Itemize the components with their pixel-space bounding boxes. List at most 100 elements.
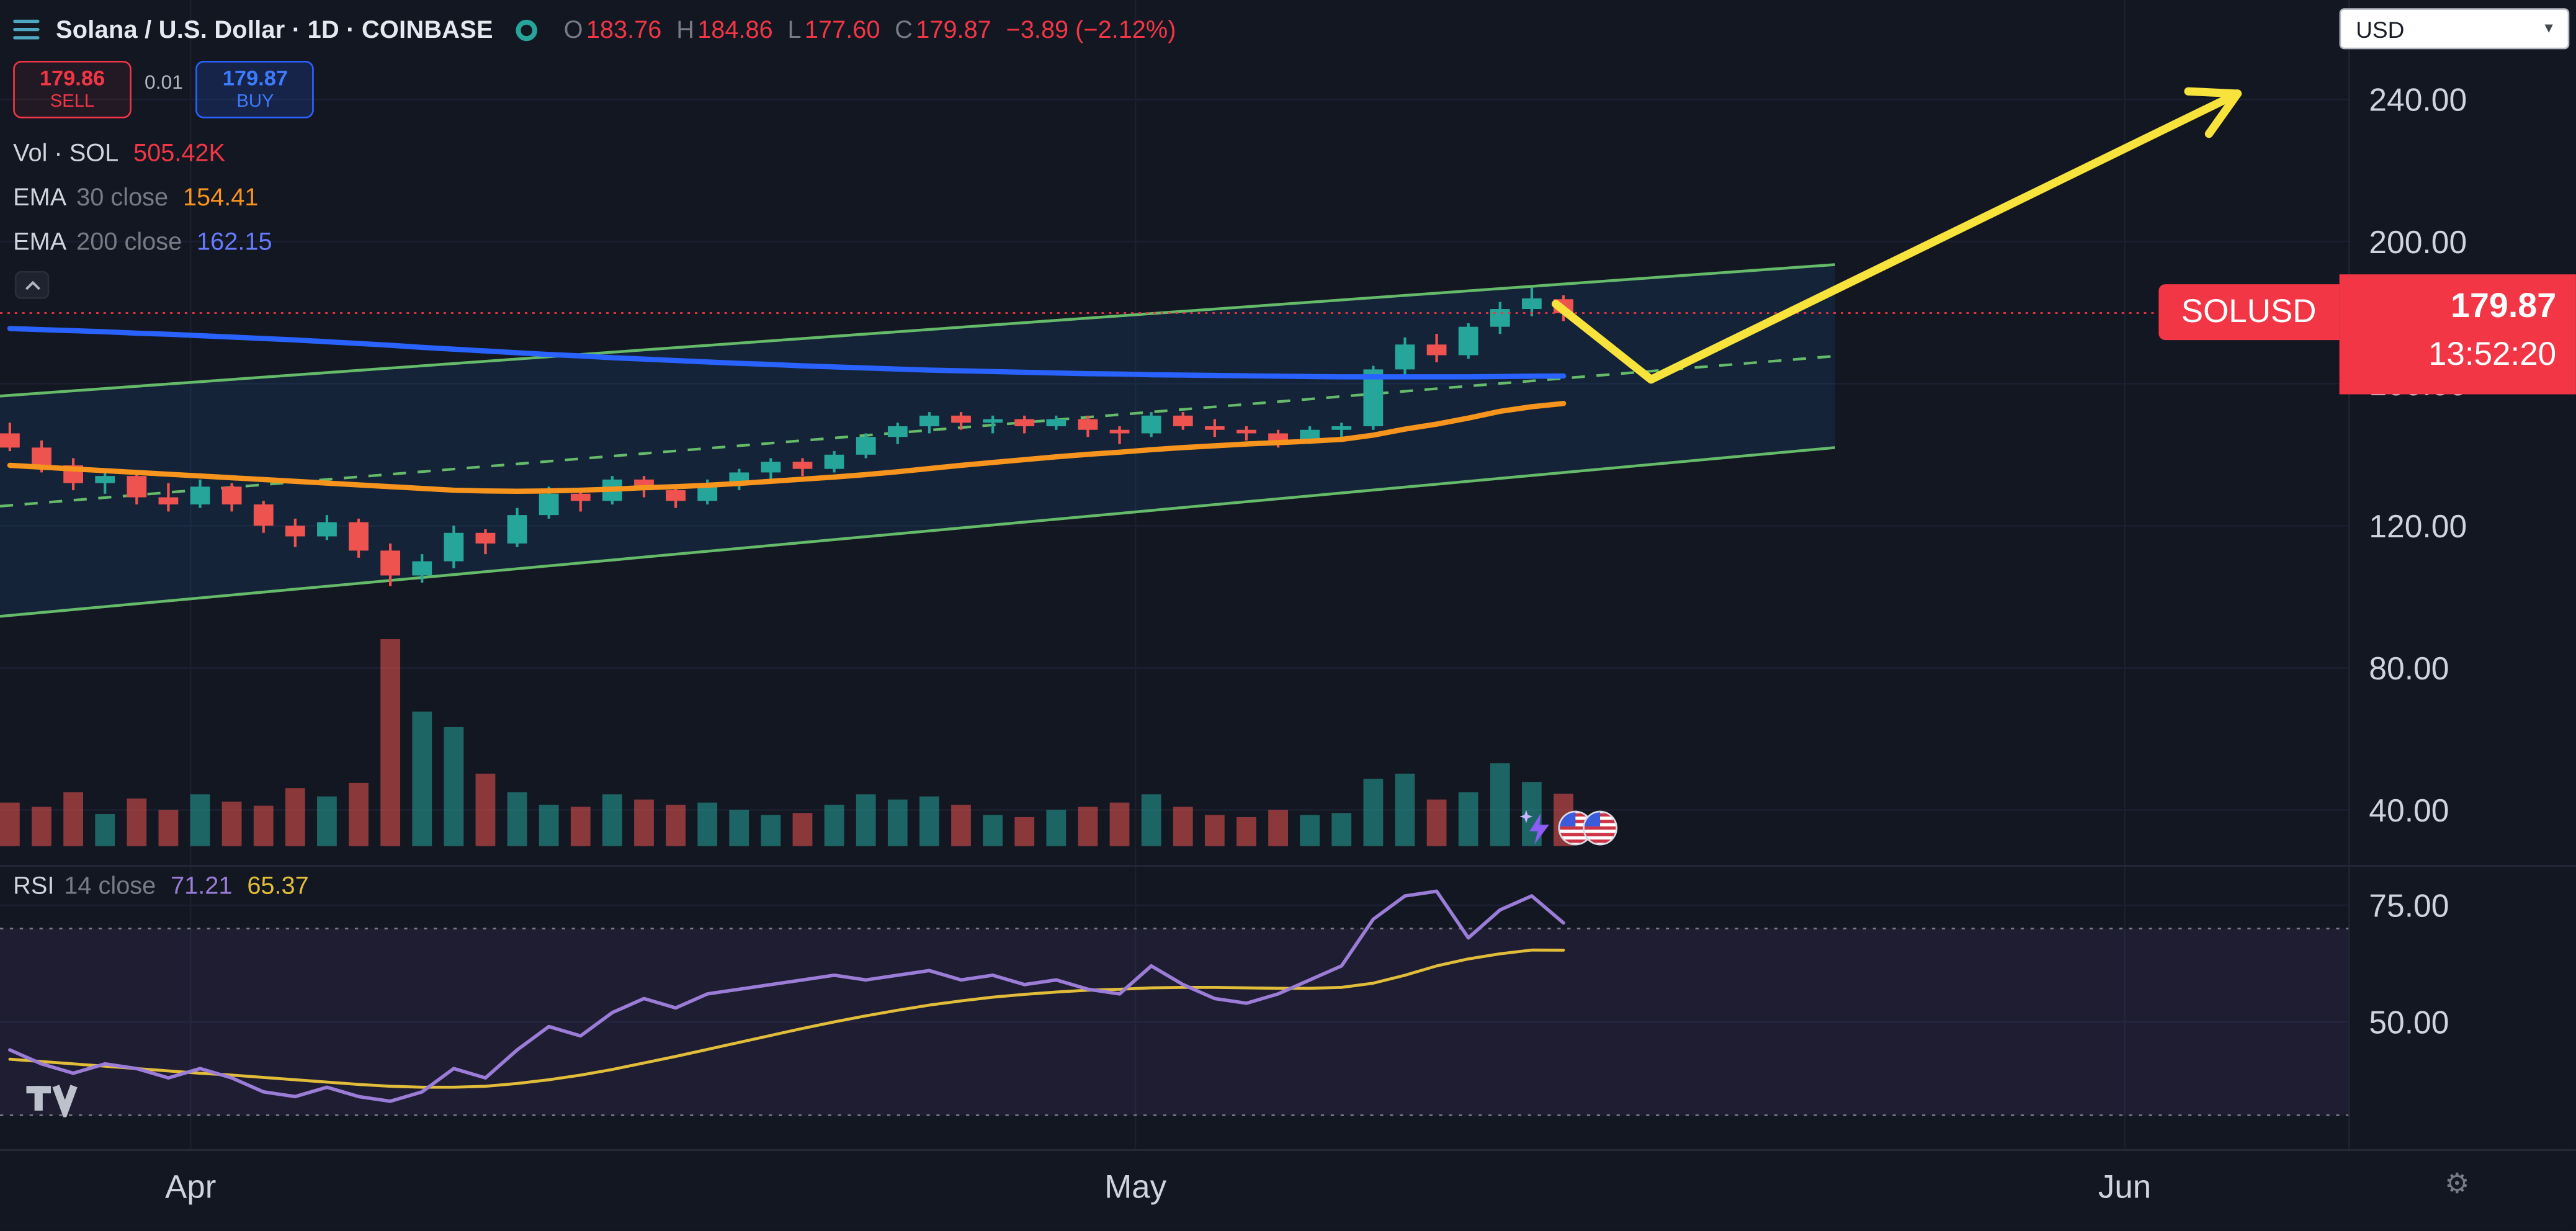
volume-bar	[1300, 815, 1320, 846]
us-flag-icon[interactable]	[1582, 810, 1618, 846]
volume-bar	[221, 801, 242, 846]
candle-body	[1268, 433, 1288, 441]
volume-bar	[285, 788, 305, 846]
candle-body	[1173, 415, 1193, 426]
channel-upper-line[interactable]	[0, 263, 1835, 398]
candle-body	[856, 437, 876, 455]
badge-price-value: 179.87	[2451, 287, 2557, 326]
us-flag-icon[interactable]	[1557, 810, 1593, 846]
time-tick-label[interactable]: Apr	[165, 1168, 216, 1205]
price-tick-label[interactable]: 120.00	[2369, 508, 2467, 544]
candle-body	[887, 426, 908, 437]
price-tick-label[interactable]: 80.00	[2369, 650, 2449, 686]
channel-fill	[0, 264, 1835, 617]
candle-body	[317, 522, 337, 537]
volume-bar	[507, 792, 527, 846]
candle-body	[1300, 429, 1320, 441]
candle-body	[1046, 419, 1067, 426]
volume-bar	[1490, 763, 1510, 846]
time-tick-label[interactable]: Jun	[2098, 1168, 2151, 1205]
candle-body	[1458, 326, 1478, 356]
volume-bar	[1268, 810, 1288, 846]
candle-body	[1490, 309, 1510, 327]
volume-bar	[792, 813, 813, 846]
volume-bar	[1331, 813, 1352, 846]
volume-bar	[190, 794, 210, 846]
candle-body	[32, 447, 51, 465]
candle-body	[412, 561, 432, 576]
price-tick-label[interactable]: 200.00	[2369, 224, 2467, 260]
candle-body	[475, 532, 496, 544]
trend-arrow-head	[2184, 87, 2242, 98]
candle-body	[1141, 415, 1161, 434]
candle-body	[95, 476, 115, 483]
volume-bar	[1109, 802, 1130, 846]
volume-bar	[95, 813, 115, 846]
tradingview-logo-icon[interactable]	[26, 1085, 82, 1126]
buy-price: 179.87	[222, 65, 288, 90]
candle-body	[983, 419, 1003, 423]
volume-bar	[824, 804, 844, 846]
ema30-line[interactable]	[7, 401, 1567, 495]
volume-legend[interactable]: Vol · SOL 505.42K	[13, 138, 225, 168]
candle-body	[570, 493, 591, 501]
rsi-tick-label[interactable]: 50.00	[2369, 1005, 2449, 1041]
volume-bar	[380, 639, 401, 846]
menu-icon[interactable]	[13, 19, 40, 40]
volume-bar	[1141, 794, 1161, 846]
time-tick-label[interactable]: May	[1104, 1168, 1167, 1205]
rsi-line[interactable]	[8, 889, 1565, 1103]
last-price-badge[interactable]: SOLUSD 179.87 13:52:20	[2158, 274, 2576, 395]
volume-bar	[253, 805, 274, 846]
buy-button[interactable]: 179.87 BUY	[196, 60, 315, 119]
rsi-value: 71.21	[171, 871, 233, 900]
candle-body	[919, 415, 939, 426]
candle-body	[666, 490, 686, 501]
volume-bar	[729, 810, 749, 846]
volume-bar	[951, 804, 971, 846]
high-value: 184.86	[697, 16, 773, 44]
sparkle-bolt-icon[interactable]	[1518, 808, 1558, 848]
ema30-legend-value: 154.41	[182, 183, 259, 212]
currency-select[interactable]: USD ▾	[2339, 8, 2570, 50]
ema200-legend[interactable]: EMA 200 close 162.15	[13, 226, 272, 256]
volume-bar	[0, 802, 20, 846]
volume-bar	[1458, 792, 1478, 846]
badge-countdown: 13:52:20	[2428, 336, 2557, 374]
candle-body	[1395, 344, 1415, 370]
volume-legend-title: Vol · SOL	[13, 138, 119, 167]
price-tick-label[interactable]: 40.00	[2369, 792, 2449, 828]
rsi-tick-label[interactable]: 75.00	[2369, 888, 2449, 924]
candle-body	[1237, 429, 1256, 434]
event-markers	[1518, 808, 1619, 848]
close-value: 179.87	[916, 16, 991, 44]
candle-body	[127, 476, 147, 498]
sell-button[interactable]: 179.86 SELL	[13, 60, 132, 119]
volume-legend-value: 505.42K	[133, 138, 226, 167]
buy-label: BUY	[236, 91, 274, 112]
gear-icon[interactable]: ⚙	[2444, 1168, 2470, 1199]
candle-body	[1204, 426, 1225, 430]
low-value: 177.60	[804, 16, 880, 44]
trend-arrow[interactable]	[1551, 89, 2242, 384]
volume-bar	[539, 804, 559, 846]
channel-lower-line[interactable]	[0, 446, 1835, 618]
ema200-line[interactable]	[7, 326, 1567, 380]
price-tick-label[interactable]: 240.00	[2369, 82, 2467, 118]
candle-body	[285, 526, 305, 537]
symbol-title[interactable]: Solana / U.S. Dollar · 1D · COINBASE	[56, 16, 493, 44]
badge-price-box: 179.87 13:52:20	[2339, 274, 2576, 395]
chevron-up-icon	[24, 280, 40, 290]
change-value: −3.89 (−2.12%)	[1006, 16, 1176, 44]
candle-body	[1426, 344, 1447, 356]
rsi-legend[interactable]: RSI 14 close 71.21 65.37	[13, 871, 309, 900]
rsi-ma-line[interactable]	[8, 948, 1565, 1089]
volume-bar	[1426, 799, 1447, 846]
volume-bar	[317, 796, 337, 846]
ema30-legend[interactable]: EMA 30 close 154.41	[13, 182, 258, 212]
collapse-legend-button[interactable]	[14, 271, 50, 299]
market-status-icon[interactable]	[516, 19, 538, 40]
candle-body	[792, 462, 813, 469]
